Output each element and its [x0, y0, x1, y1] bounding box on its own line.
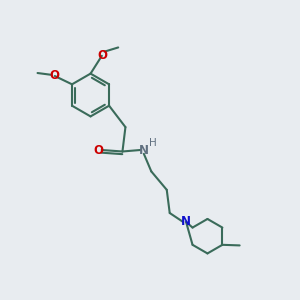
Text: O: O	[49, 70, 59, 83]
Text: O: O	[97, 49, 107, 62]
Text: O: O	[94, 143, 104, 157]
Text: N: N	[139, 143, 149, 157]
Text: H: H	[149, 139, 157, 148]
Text: N: N	[181, 215, 191, 228]
